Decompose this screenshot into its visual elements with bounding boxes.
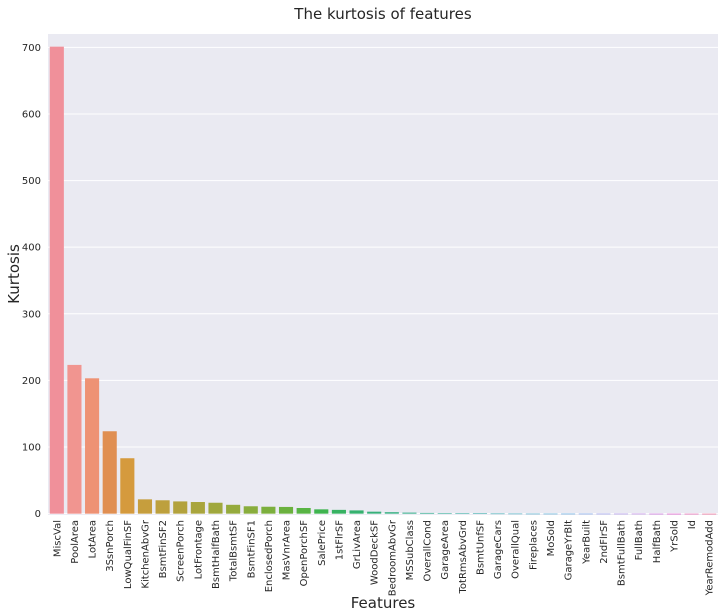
bar-LotArea xyxy=(85,378,100,514)
x-tick-label: SalePrice xyxy=(317,520,328,566)
bar-OverallCond xyxy=(420,512,435,514)
bar-GarageCars xyxy=(490,513,505,515)
x-tick-label: MSSubClass xyxy=(405,520,416,580)
x-tick-label: LowQualFinSF xyxy=(123,520,134,589)
bar-GrLivArea xyxy=(349,510,364,514)
x-tick-label: BsmtHalfBath xyxy=(211,520,222,589)
bar-LowQualFinSF xyxy=(120,458,135,514)
x-tick-label: KitchenAbvGr xyxy=(140,519,151,588)
y-tick-label: 0 xyxy=(35,509,41,520)
x-tick-label: OverallQual xyxy=(511,520,522,579)
plot-background xyxy=(48,34,718,515)
bars xyxy=(49,46,717,515)
bar-BsmtHalfBath xyxy=(208,502,223,514)
x-tick-label: WoodDeckSF xyxy=(370,520,381,585)
y-tick-label: 600 xyxy=(22,109,41,120)
y-axis-label: Kurtosis xyxy=(5,244,23,304)
bar-Fireplaces xyxy=(525,513,540,515)
x-tick-label: YearBuilt xyxy=(581,520,592,565)
y-tick-label: 200 xyxy=(22,376,41,387)
x-axis-label: Features xyxy=(351,594,416,612)
x-tick-label: GarageCars xyxy=(493,520,504,579)
x-tick-label: TotalBsmtSF xyxy=(229,520,240,582)
x-tick-label: 3SsnPorch xyxy=(105,520,116,572)
bar-MasVnrArea xyxy=(278,506,294,514)
x-tick-label: BedroomAbvGr xyxy=(387,519,398,596)
bar-YearBuilt xyxy=(578,513,593,515)
bar-HalfBath xyxy=(649,513,664,515)
bar-1stFlrSF xyxy=(331,509,346,514)
bar-FullBath xyxy=(631,513,646,515)
bar-MoSold xyxy=(543,513,558,515)
x-tick-label: HalfBath xyxy=(652,520,663,563)
x-tick-label: MasVnrArea xyxy=(282,520,293,580)
y-tick-labels: 0 100 200 300 400 500 600 700 xyxy=(22,43,41,520)
bar-YearRemodAdd xyxy=(702,513,717,515)
x-tick-label: GarageYrBlt xyxy=(564,520,575,580)
y-tick-label: 500 xyxy=(22,176,41,187)
bar-BsmtFinSF1 xyxy=(243,506,258,514)
y-tick-label: 400 xyxy=(22,243,41,254)
bar-ScreenPorch xyxy=(173,501,188,514)
bar-GarageArea xyxy=(437,513,452,514)
x-tick-labels: MiscVal PoolArea LotArea 3SsnPorch LowQualFi… xyxy=(52,519,715,596)
x-tick-label: YrSold xyxy=(669,520,680,553)
bar-EnclosedPorch xyxy=(261,506,276,514)
x-tick-label: 1stFlrSF xyxy=(334,520,345,560)
bar-BsmtFinSF2 xyxy=(155,500,170,514)
bar-GarageYrBlt xyxy=(561,513,576,515)
y-tick-label: 700 xyxy=(22,43,41,54)
x-tick-label: PoolArea xyxy=(70,520,81,564)
x-tick-label: OpenPorchSF xyxy=(299,520,310,587)
bar-TotRmsAbvGrd xyxy=(455,513,470,514)
bar-SalePrice xyxy=(314,509,329,514)
x-tick-label: GarageArea xyxy=(440,520,451,580)
x-tick-label: FullBath xyxy=(634,520,645,560)
bar-KitchenAbvGr xyxy=(137,499,153,514)
bar-3SsnPorch xyxy=(102,431,117,514)
chart-title: The kurtosis of features xyxy=(293,5,472,23)
bar-2ndFlrSF xyxy=(596,513,611,515)
bar-BedroomAbvGr xyxy=(384,512,399,514)
x-tick-label: LotFrontage xyxy=(193,520,204,579)
bar-LotFrontage xyxy=(190,502,205,514)
bar-BsmtFullBath xyxy=(613,513,629,515)
x-tick-label: TotRmsAbvGrd xyxy=(458,520,469,595)
x-tick-label: LotArea xyxy=(88,520,99,558)
x-tick-label: 2ndFlrSF xyxy=(599,520,610,564)
x-tick-label: EnclosedPorch xyxy=(264,520,275,592)
x-tick-label: Id xyxy=(687,520,698,529)
bar-YrSold xyxy=(666,513,681,515)
bar-OpenPorchSF xyxy=(296,508,311,514)
x-tick-label: GrLivArea xyxy=(352,520,363,569)
x-tick-label: MiscVal xyxy=(52,520,63,557)
bar-BsmtUnfSF xyxy=(472,513,488,514)
x-tick-label: BsmtUnfSF xyxy=(475,520,486,575)
bar-Id xyxy=(684,513,699,515)
x-tick-label: YearRemodAdd xyxy=(705,520,716,596)
grid-lines xyxy=(48,46,718,515)
x-tick-label: BsmtFinSF2 xyxy=(158,520,169,578)
x-tick-label: BsmtFinSF1 xyxy=(246,520,257,578)
bar-WoodDeckSF xyxy=(367,511,382,514)
bar-MiscVal xyxy=(49,46,64,514)
y-tick-label: 100 xyxy=(22,443,41,454)
bar-PoolArea xyxy=(67,364,82,514)
y-tick-label: 300 xyxy=(22,309,41,320)
bar-MSSubClass xyxy=(402,512,417,514)
x-tick-label: MoSold xyxy=(546,520,557,556)
x-tick-label: Fireplaces xyxy=(528,520,539,570)
x-tick-label: ScreenPorch xyxy=(176,520,187,582)
x-tick-label: BsmtFullBath xyxy=(617,520,628,586)
x-tick-label: OverallCond xyxy=(423,520,434,582)
bar-TotalBsmtSF xyxy=(226,504,241,514)
bar-OverallQual xyxy=(508,513,523,515)
